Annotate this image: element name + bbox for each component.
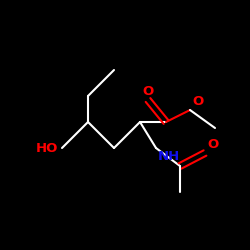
Text: HO: HO	[36, 142, 58, 154]
Text: O: O	[192, 95, 203, 108]
Text: O: O	[207, 138, 218, 151]
Text: O: O	[142, 85, 154, 98]
Text: NH: NH	[158, 150, 180, 163]
